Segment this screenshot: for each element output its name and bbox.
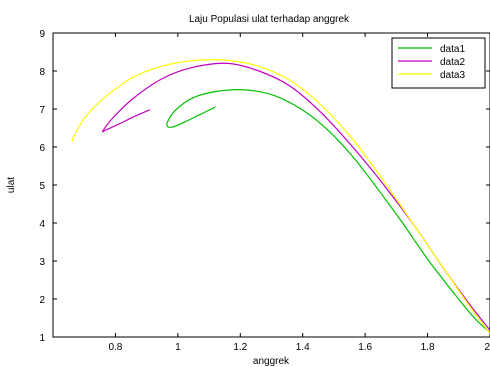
x-tick-label: 1.4 — [296, 342, 310, 353]
series-line-data1 — [166, 89, 490, 333]
x-tick-label: 1 — [175, 342, 181, 353]
y-tick-label: 6 — [39, 143, 45, 154]
x-tick-label: 2 — [484, 342, 490, 353]
y-tick-label: 2 — [39, 295, 45, 306]
series-line-data3 — [71, 59, 490, 334]
series-lines — [71, 59, 490, 334]
y-tick-label: 9 — [39, 29, 45, 40]
x-tick-label: 1.6 — [358, 342, 372, 353]
legend-box — [391, 37, 486, 89]
y-tick-label: 5 — [39, 181, 45, 192]
chart-title: Laju Populasi ulat terhadap anggrek — [189, 14, 350, 25]
x-tick-label: 1.8 — [421, 342, 435, 353]
x-axis-label: anggrek — [253, 356, 290, 367]
y-axis-label: ulat — [6, 177, 17, 193]
legend-label-data1: data1 — [440, 44, 465, 55]
y-tick-label: 3 — [39, 257, 45, 268]
y-tick-label: 7 — [39, 105, 45, 116]
x-tick-label: 0.8 — [108, 342, 122, 353]
x-tick-label: 1.2 — [233, 342, 247, 353]
y-tick-label: 8 — [39, 67, 45, 78]
axis-ticks: 0.8 1 1.2 1.4 1.6 1.8 2 1 2 3 4 5 6 7 8 9 — [39, 29, 490, 353]
y-tick-label: 1 — [39, 333, 45, 344]
legend: data1 data2 data3 — [391, 37, 486, 89]
y-tick-label: 4 — [39, 219, 45, 230]
legend-label-data2: data2 — [440, 57, 465, 68]
legend-label-data3: data3 — [440, 70, 465, 81]
